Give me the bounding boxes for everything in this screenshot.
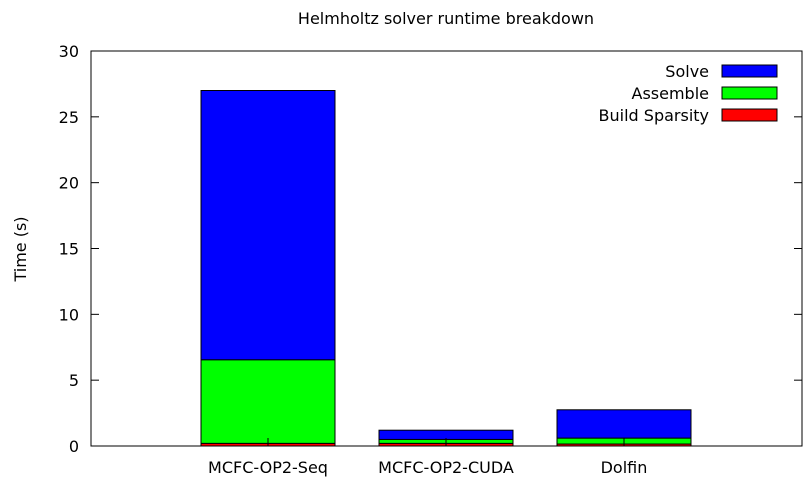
x-axis-tick-labels: MCFC-OP2-Seq MCFC-OP2-CUDA Dolfin	[208, 438, 647, 477]
y-tick-label: 15	[59, 240, 79, 259]
legend-swatch	[721, 64, 778, 78]
bar-solve-mcfc-op2-seq	[200, 90, 336, 361]
y-tick-label: 5	[69, 371, 79, 390]
legend-swatch	[721, 86, 778, 100]
legend-label: Assemble	[632, 84, 710, 103]
plot-frame	[90, 50, 803, 447]
legend-label: Solve	[665, 62, 709, 81]
y-axis-label: Time (s)	[11, 216, 30, 282]
legend-label: Build Sparsity	[599, 106, 709, 125]
chart-title: Helmholtz solver runtime breakdown	[298, 9, 594, 28]
bar-solve-dolfin	[556, 409, 692, 439]
y-tick-label: 20	[59, 174, 79, 193]
x-tick-label: MCFC-OP2-Seq	[208, 458, 328, 477]
legend-swatch	[721, 108, 778, 122]
x-tick-label: MCFC-OP2-CUDA	[378, 458, 514, 477]
bar-assemble-mcfc-op2-seq	[200, 359, 336, 444]
y-tick-label: 0	[69, 437, 79, 456]
x-tick-label: Dolfin	[601, 458, 648, 477]
y-tick-label: 25	[59, 108, 79, 127]
y-tick-label: 30	[59, 42, 79, 61]
bars	[200, 90, 692, 447]
legend: Solve Assemble Build Sparsity	[599, 62, 778, 125]
y-tick-label: 10	[59, 305, 79, 324]
